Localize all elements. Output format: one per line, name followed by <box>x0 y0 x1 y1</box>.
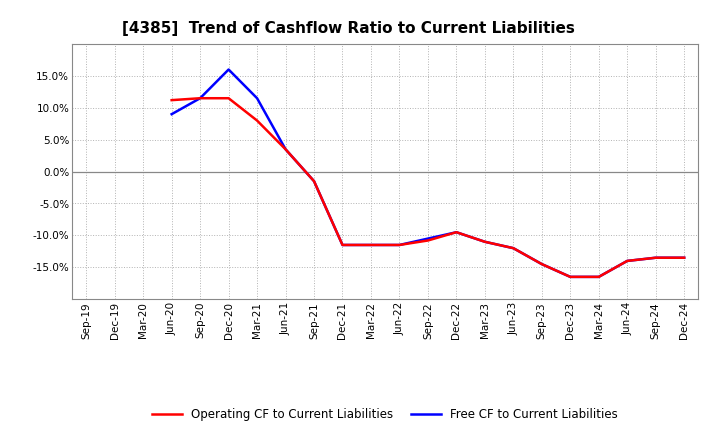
Free CF to Current Liabilities <box>338 242 347 248</box>
Free CF to Current Liabilities <box>310 179 318 184</box>
Operating CF to Current Liabilities <box>509 246 518 251</box>
Free CF to Current Liabilities <box>623 258 631 264</box>
Free CF to Current Liabilities <box>652 255 660 260</box>
Operating CF to Current Liabilities <box>480 239 489 245</box>
Free CF to Current Liabilities <box>423 236 432 241</box>
Free CF to Current Liabilities <box>595 274 603 279</box>
Line: Operating CF to Current Liabilities: Operating CF to Current Liabilities <box>171 98 684 277</box>
Operating CF to Current Liabilities <box>253 118 261 123</box>
Free CF to Current Liabilities <box>366 242 375 248</box>
Operating CF to Current Liabilities <box>366 242 375 248</box>
Free CF to Current Liabilities <box>167 111 176 117</box>
Operating CF to Current Liabilities <box>338 242 347 248</box>
Operating CF to Current Liabilities <box>310 179 318 184</box>
Free CF to Current Liabilities <box>509 246 518 251</box>
Operating CF to Current Liabilities <box>652 255 660 260</box>
Free CF to Current Liabilities <box>395 242 404 248</box>
Operating CF to Current Liabilities <box>452 230 461 235</box>
Operating CF to Current Liabilities <box>623 258 631 264</box>
Operating CF to Current Liabilities <box>680 255 688 260</box>
Line: Free CF to Current Liabilities: Free CF to Current Liabilities <box>171 70 684 277</box>
Operating CF to Current Liabilities <box>167 98 176 103</box>
Free CF to Current Liabilities <box>225 67 233 72</box>
Operating CF to Current Liabilities <box>196 95 204 101</box>
Free CF to Current Liabilities <box>196 95 204 101</box>
Free CF to Current Liabilities <box>253 95 261 101</box>
Operating CF to Current Liabilities <box>423 238 432 243</box>
Text: [4385]  Trend of Cashflow Ratio to Current Liabilities: [4385] Trend of Cashflow Ratio to Curren… <box>122 21 575 36</box>
Legend: Operating CF to Current Liabilities, Free CF to Current Liabilities: Operating CF to Current Liabilities, Fre… <box>148 403 623 426</box>
Free CF to Current Liabilities <box>566 274 575 279</box>
Operating CF to Current Liabilities <box>537 261 546 267</box>
Operating CF to Current Liabilities <box>566 274 575 279</box>
Free CF to Current Liabilities <box>282 147 290 152</box>
Free CF to Current Liabilities <box>480 239 489 245</box>
Free CF to Current Liabilities <box>537 261 546 267</box>
Operating CF to Current Liabilities <box>595 274 603 279</box>
Free CF to Current Liabilities <box>680 255 688 260</box>
Operating CF to Current Liabilities <box>282 147 290 152</box>
Operating CF to Current Liabilities <box>225 95 233 101</box>
Operating CF to Current Liabilities <box>395 242 404 248</box>
Free CF to Current Liabilities <box>452 230 461 235</box>
